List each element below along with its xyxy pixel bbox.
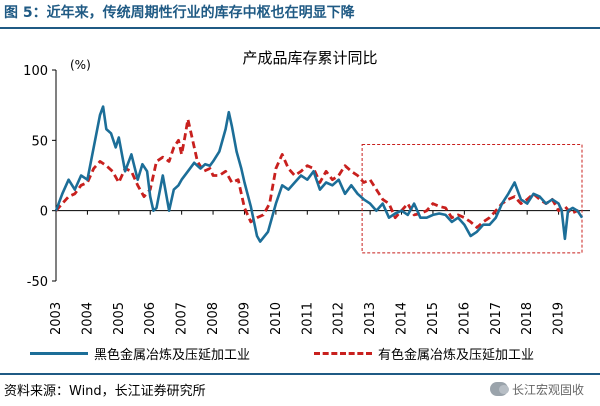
legend-item-black-metal: 黑色金属冶炼及压延加工业 — [30, 344, 250, 363]
source-note: 资料来源：Wind，长江证券研究所 — [4, 384, 206, 399]
chart-title: 产成品库存累计同比 — [242, 49, 377, 67]
legend-label-nonferrous-metal: 有色金属冶炼及压延加工业 — [378, 348, 535, 363]
x-tick-label: 2007 — [175, 302, 190, 335]
legend-item-nonferrous-metal: 有色金属冶炼及压延加工业 — [314, 344, 534, 363]
x-tick-label: 2006 — [143, 302, 158, 335]
x-tick-label: 2013 — [363, 302, 378, 335]
line-chart: 产成品库存累计同比 (%) -50 0 50 100 2003 2004 2005 2006… — [23, 49, 590, 335]
series-layer — [54, 105, 584, 243]
figure-title: 图 5：近年来，传统周期性行业的库存中枢也在明显下降 — [4, 5, 355, 21]
x-tick-label: 2011 — [300, 302, 315, 335]
x-tick-label: 2010 — [269, 302, 284, 335]
legend-swatch-dashed — [314, 352, 372, 355]
y-tick-label: 50 — [31, 134, 48, 149]
x-tick-label: 2004 — [80, 302, 95, 335]
x-tick-label: 2016 — [457, 302, 472, 335]
x-tick-label: 2017 — [489, 302, 504, 335]
bottom-rule — [0, 373, 600, 375]
x-tick-label: 2008 — [206, 302, 221, 335]
y-tick-labels: -50 0 50 100 — [23, 64, 48, 290]
y-axis-unit: (%) — [70, 58, 91, 72]
highlight-box-layer — [361, 144, 583, 254]
x-tick-label: 2015 — [426, 302, 441, 335]
watermark: 长江宏观固收 — [489, 378, 584, 400]
x-tick-labels: 2003 2004 2005 2006 2007 2008 2009 2010 2011 2012… — [49, 302, 567, 335]
y-tick-label: 100 — [23, 64, 48, 79]
highlight-box — [361, 144, 583, 254]
x-tick-label: 2009 — [237, 302, 252, 335]
axes — [52, 69, 590, 282]
chat-bubble-icon — [489, 382, 509, 396]
legend: 黑色金属冶炼及压延加工业 有色金属冶炼及压延加工业 — [0, 344, 600, 364]
x-tick-label: 2003 — [49, 302, 64, 335]
x-tick-label: 2018 — [520, 302, 535, 335]
series-line-nonferrous-metal — [54, 117, 584, 229]
x-tick-label: 2014 — [395, 302, 410, 335]
watermark-text: 长江宏观固收 — [511, 382, 584, 397]
y-tick-label: 0 — [40, 205, 48, 220]
series-line-black-metal — [54, 105, 584, 243]
legend-swatch-solid — [30, 352, 88, 355]
x-tick-label: 2012 — [332, 302, 347, 335]
title-rule — [0, 27, 600, 29]
legend-label-black-metal: 黑色金属冶炼及压延加工业 — [94, 348, 251, 363]
x-tick-label: 2019 — [552, 302, 567, 335]
x-tick-label: 2005 — [112, 302, 127, 335]
y-tick-label: -50 — [27, 275, 48, 290]
